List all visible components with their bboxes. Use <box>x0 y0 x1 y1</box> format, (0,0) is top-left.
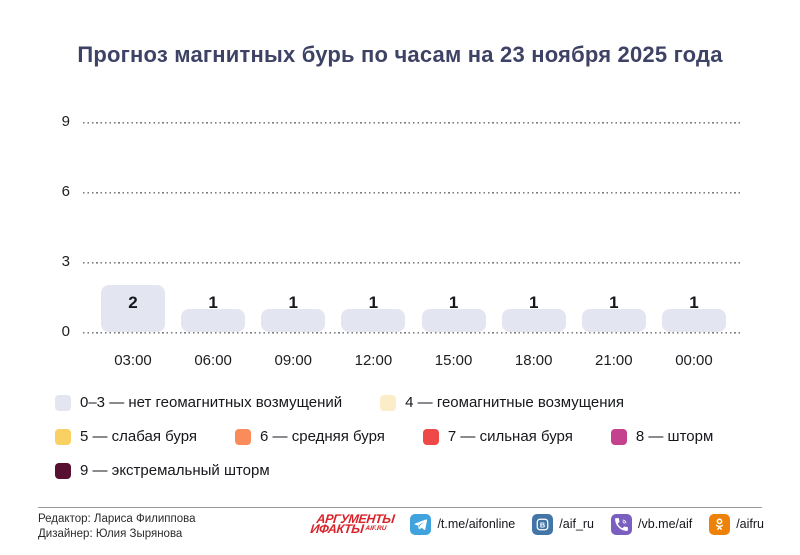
viber-icon <box>611 513 633 535</box>
x-tick-label: 12:00 <box>354 352 393 369</box>
social-handle: /aifru <box>736 517 764 531</box>
bar <box>101 285 165 332</box>
bar-value-label: 1 <box>609 293 619 312</box>
aif-logo-domain: AIF.RU <box>364 525 387 532</box>
bar-value-label: 2 <box>128 293 138 312</box>
social-link-vk[interactable]: В/aif_ru <box>532 513 595 535</box>
bar <box>421 308 486 332</box>
gridline <box>83 332 742 334</box>
bar <box>661 308 726 332</box>
bar <box>181 308 246 332</box>
bar <box>341 308 406 332</box>
x-tick-label: 15:00 <box>434 352 473 369</box>
aif-logo-line2: ИФАКТЫ AIF.RU <box>309 522 387 536</box>
legend-item: 5 — слабая буря <box>55 428 197 445</box>
footer-divider <box>38 507 762 508</box>
legend-item: 7 — сильная буря <box>422 428 573 445</box>
legend-label: 9 — экстремальный шторм <box>80 462 270 479</box>
legend-label: 0–3 — нет геомагнитных возмущений <box>80 394 343 411</box>
legend-label: 7 — сильная буря <box>447 428 573 445</box>
social-link-telegram[interactable]: /t.me/aifonline <box>410 513 516 535</box>
y-tick-label: 0 <box>61 323 70 340</box>
legend-swatch <box>55 462 71 479</box>
bar-value-label: 1 <box>528 293 539 312</box>
legend-item: 9 — экстремальный шторм <box>55 462 270 479</box>
legend-item: 8 — шторм <box>610 428 714 445</box>
social-handle: /vb.me/aif <box>638 517 693 531</box>
legend-label: 6 — средняя буря <box>260 428 385 445</box>
footer-right: АРГУМЕНТЫ ИФАКТЫ AIF.RU /t.me/aifonline В… <box>309 510 764 538</box>
x-tick-label: 00:00 <box>675 352 713 369</box>
legend-swatch <box>235 428 252 445</box>
gridline <box>83 192 742 195</box>
legend-row: 9 — экстремальный шторм <box>55 462 713 479</box>
x-tick-label: 09:00 <box>274 352 313 369</box>
legend-label: 4 — геомагнитные возмущения <box>405 394 625 411</box>
x-tick-label: 21:00 <box>595 352 633 369</box>
credits: Редактор: Лариса Филиппова Дизайнер: Юли… <box>38 512 196 542</box>
bar-value-label: 1 <box>208 293 218 312</box>
legend-label: 5 — слабая буря <box>80 428 198 445</box>
bar <box>581 308 646 332</box>
legend-swatch <box>610 428 627 445</box>
bar-value-label: 1 <box>288 293 298 312</box>
legend-row: 5 — слабая буря 6 — средняя буря 7 — сильн… <box>55 428 713 445</box>
social-link-ok[interactable]: /aifru <box>709 513 764 535</box>
legend-item: 4 — геомагнитные возмущения <box>380 394 624 411</box>
social-handle: /t.me/aifonline <box>437 517 516 531</box>
credit-designer: Дизайнер: Юлия Зырянова <box>38 528 183 540</box>
x-tick-label: 03:00 <box>114 352 152 369</box>
legend-swatch <box>55 394 71 411</box>
x-tick-label: 06:00 <box>194 352 232 369</box>
credit-editor: Редактор: Лариса Филиппова <box>38 513 196 525</box>
bar-value-label: 1 <box>368 293 379 312</box>
gridline <box>83 262 742 264</box>
bar-chart: 0 3 6 9 2 03:00 1 06:00 1 09:00 1 12:00 1 15:00 1 18:00… <box>0 113 800 382</box>
legend: 0–3 — нет геомагнитных возмущений 4 — гео… <box>55 394 713 479</box>
legend-swatch <box>380 394 397 411</box>
x-tick-label: 18:00 <box>514 352 553 369</box>
gridline <box>83 122 742 125</box>
legend-row: 0–3 — нет геомагнитных возмущений 4 — гео… <box>55 394 713 411</box>
ok-icon <box>709 513 731 535</box>
legend-item: 6 — средняя буря <box>235 428 385 445</box>
bar <box>501 308 566 332</box>
social-handle: /aif_ru <box>559 517 595 531</box>
svg-text:В: В <box>540 520 545 529</box>
legend-label: 8 — шторм <box>635 428 714 445</box>
bar-value-label: 1 <box>689 293 699 312</box>
page-title: Прогноз магнитных бурь по часам на 23 но… <box>77 42 723 67</box>
aif-logo: АРГУМЕНТЫ ИФАКТЫ AIF.RU <box>309 512 394 536</box>
y-tick-label: 6 <box>61 183 70 201</box>
telegram-icon <box>410 513 432 535</box>
legend-swatch <box>55 428 71 445</box>
bar-value-label: 1 <box>448 293 459 312</box>
bar <box>261 308 326 332</box>
y-tick-label: 9 <box>61 113 70 131</box>
legend-swatch <box>422 428 439 445</box>
legend-item: 0–3 — нет геомагнитных возмущений <box>55 394 342 411</box>
y-tick-label: 3 <box>61 253 70 270</box>
social-links: /t.me/aifonline В/aif_ru/vb.me/aif/aifru <box>410 513 764 535</box>
vk-icon: В <box>532 513 554 535</box>
social-link-viber[interactable]: /vb.me/aif <box>611 513 693 535</box>
